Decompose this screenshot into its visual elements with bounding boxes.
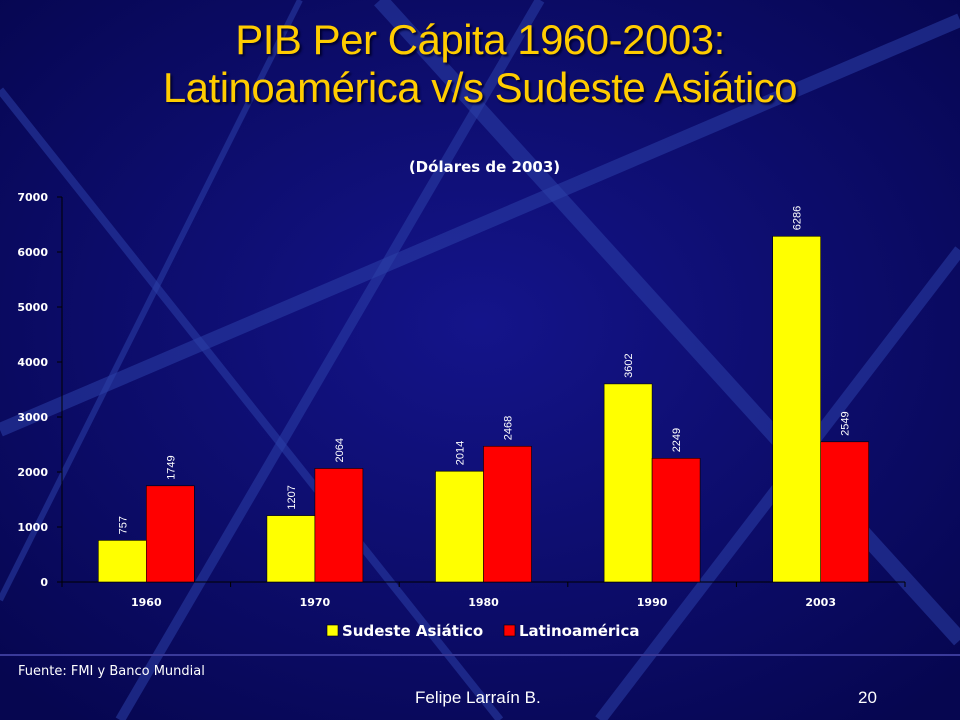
x-tick-label: 1990 — [637, 596, 668, 609]
data-label: 2064 — [334, 438, 346, 462]
y-tick-label: 1000 — [17, 521, 48, 534]
y-tick-label: 2000 — [17, 466, 48, 479]
slide-title: PIB Per Cápita 1960-2003: Latinoamérica … — [0, 16, 960, 112]
bar-sudeste-asiatico — [266, 515, 316, 583]
bar-sudeste-asiatico — [435, 470, 484, 583]
source-note: Fuente: FMI y Banco Mundial — [18, 664, 205, 679]
legend-swatch — [326, 624, 339, 637]
data-label: 1749 — [165, 455, 177, 479]
page-number: 20 — [858, 688, 877, 707]
y-tick-label: 0 — [40, 576, 48, 589]
footer-author: Felipe Larraín B. — [415, 688, 541, 707]
bar-sudeste-asiatico — [772, 235, 822, 583]
data-label: 757 — [117, 516, 129, 534]
data-label: 3602 — [623, 353, 635, 377]
legend-label: Sudeste Asiático — [342, 622, 483, 640]
data-label: 6286 — [792, 206, 804, 230]
data-label: 2468 — [503, 416, 515, 440]
y-tick-label: 4000 — [17, 356, 48, 369]
data-label: 2549 — [840, 411, 852, 435]
x-tick-label: 2003 — [805, 596, 836, 609]
legend-swatch — [503, 624, 516, 637]
footer-divider — [0, 654, 960, 656]
data-label: 1207 — [286, 485, 298, 509]
legend-label: Latinoamérica — [519, 622, 639, 640]
bar-latinoamerica — [820, 441, 870, 583]
x-tick-label: 1980 — [468, 596, 499, 609]
x-tick-label: 1970 — [300, 596, 331, 609]
slide-title-line2: Latinoamérica v/s Sudeste Asiático — [162, 64, 798, 111]
y-tick-label: 3000 — [17, 411, 48, 424]
bar-latinoamerica — [314, 468, 364, 583]
data-label: 2014 — [455, 441, 467, 465]
bar-latinoamerica — [483, 445, 532, 583]
bar-sudeste-asiatico — [603, 383, 653, 583]
bar-latinoamerica — [146, 485, 195, 583]
y-tick-label: 6000 — [17, 246, 48, 259]
chart-title: (Dólares de 2003) — [409, 158, 560, 176]
y-tick-label: 7000 — [17, 191, 48, 204]
slide-title-line1: PIB Per Cápita 1960-2003: — [235, 16, 725, 63]
y-tick-label: 5000 — [17, 301, 48, 314]
bar-sudeste-asiatico — [98, 540, 147, 583]
x-tick-label: 1960 — [131, 596, 162, 609]
bar-latinoamerica — [651, 458, 701, 583]
data-label: 2249 — [671, 428, 683, 452]
